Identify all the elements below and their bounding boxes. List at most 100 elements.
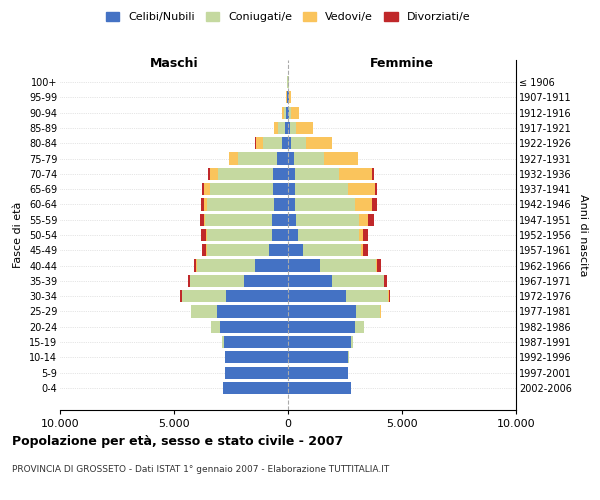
Bar <box>284 106 286 118</box>
Bar <box>325 152 358 164</box>
Bar <box>295 168 340 180</box>
Bar <box>278 122 285 134</box>
Bar <box>205 214 272 226</box>
Bar <box>288 183 295 195</box>
Bar <box>282 106 284 118</box>
Bar <box>206 244 269 256</box>
Bar <box>207 198 274 210</box>
Bar <box>368 214 374 226</box>
Bar <box>289 106 291 118</box>
Bar <box>286 106 288 118</box>
Bar <box>210 168 218 180</box>
Bar <box>295 183 349 195</box>
Text: PROVINCIA DI GROSSETO - Dati ISTAT 1° gennaio 2007 - Elaborazione TUTTITALIA.IT: PROVINCIA DI GROSSETO - Dati ISTAT 1° ge… <box>12 465 389 474</box>
Bar <box>349 183 374 195</box>
Bar <box>226 290 288 302</box>
Bar <box>288 260 320 272</box>
Y-axis label: Anni di nascita: Anni di nascita <box>578 194 589 276</box>
Bar <box>283 137 288 149</box>
Bar <box>303 244 361 256</box>
Text: Femmine: Femmine <box>370 57 434 70</box>
Bar <box>226 366 288 379</box>
Bar <box>288 152 294 164</box>
Bar <box>296 122 313 134</box>
Text: Maschi: Maschi <box>149 57 199 70</box>
Bar <box>288 229 298 241</box>
Bar <box>356 306 380 318</box>
Bar <box>223 382 288 394</box>
Bar <box>201 229 206 241</box>
Bar <box>190 275 244 287</box>
Bar <box>373 198 377 210</box>
Bar <box>346 290 388 302</box>
Bar <box>288 352 349 364</box>
Bar <box>197 260 255 272</box>
Bar <box>288 244 303 256</box>
Bar <box>204 198 207 210</box>
Bar <box>291 137 305 149</box>
Bar <box>191 306 217 318</box>
Bar <box>211 320 220 333</box>
Bar <box>373 168 374 180</box>
Bar <box>224 336 288 348</box>
Bar <box>226 352 288 364</box>
Bar <box>211 183 273 195</box>
Bar <box>289 91 291 104</box>
Bar <box>274 122 278 134</box>
Bar <box>263 137 283 149</box>
Bar <box>203 214 205 226</box>
Bar <box>374 183 377 195</box>
Bar <box>202 183 204 195</box>
Bar <box>200 198 204 210</box>
Bar <box>194 260 196 272</box>
Bar <box>359 214 368 226</box>
Bar <box>256 137 263 149</box>
Text: Popolazione per età, sesso e stato civile - 2007: Popolazione per età, sesso e stato civil… <box>12 435 343 448</box>
Bar <box>217 306 288 318</box>
Bar <box>288 290 346 302</box>
Bar <box>298 229 359 241</box>
Bar <box>229 152 238 164</box>
Bar <box>288 168 295 180</box>
Bar <box>274 198 288 210</box>
Y-axis label: Fasce di età: Fasce di età <box>13 202 23 268</box>
Bar <box>277 152 288 164</box>
Bar <box>180 290 182 302</box>
Bar <box>355 198 373 210</box>
Bar <box>340 168 373 180</box>
Bar <box>238 152 277 164</box>
Bar <box>220 320 288 333</box>
Bar <box>385 275 387 287</box>
Bar <box>288 137 291 149</box>
Bar <box>288 122 290 134</box>
Bar <box>208 168 210 180</box>
Bar <box>288 382 350 394</box>
Bar <box>363 244 368 256</box>
Bar <box>269 244 288 256</box>
Bar <box>255 260 288 272</box>
Bar <box>206 229 272 241</box>
Bar <box>363 229 368 241</box>
Bar <box>288 106 289 118</box>
Bar <box>288 366 349 379</box>
Bar <box>294 152 325 164</box>
Bar <box>291 106 299 118</box>
Bar <box>288 336 350 348</box>
Bar <box>273 168 288 180</box>
Bar <box>290 122 296 134</box>
Bar <box>320 260 376 272</box>
Bar <box>305 137 332 149</box>
Bar <box>295 198 355 210</box>
Bar <box>285 122 288 134</box>
Bar <box>288 306 356 318</box>
Bar <box>332 275 384 287</box>
Bar <box>272 229 288 241</box>
Bar <box>350 336 353 348</box>
Bar <box>361 244 363 256</box>
Bar <box>204 183 211 195</box>
Bar <box>359 229 363 241</box>
Bar <box>377 260 380 272</box>
Bar <box>389 290 391 302</box>
Bar <box>272 214 288 226</box>
Bar <box>202 244 206 256</box>
